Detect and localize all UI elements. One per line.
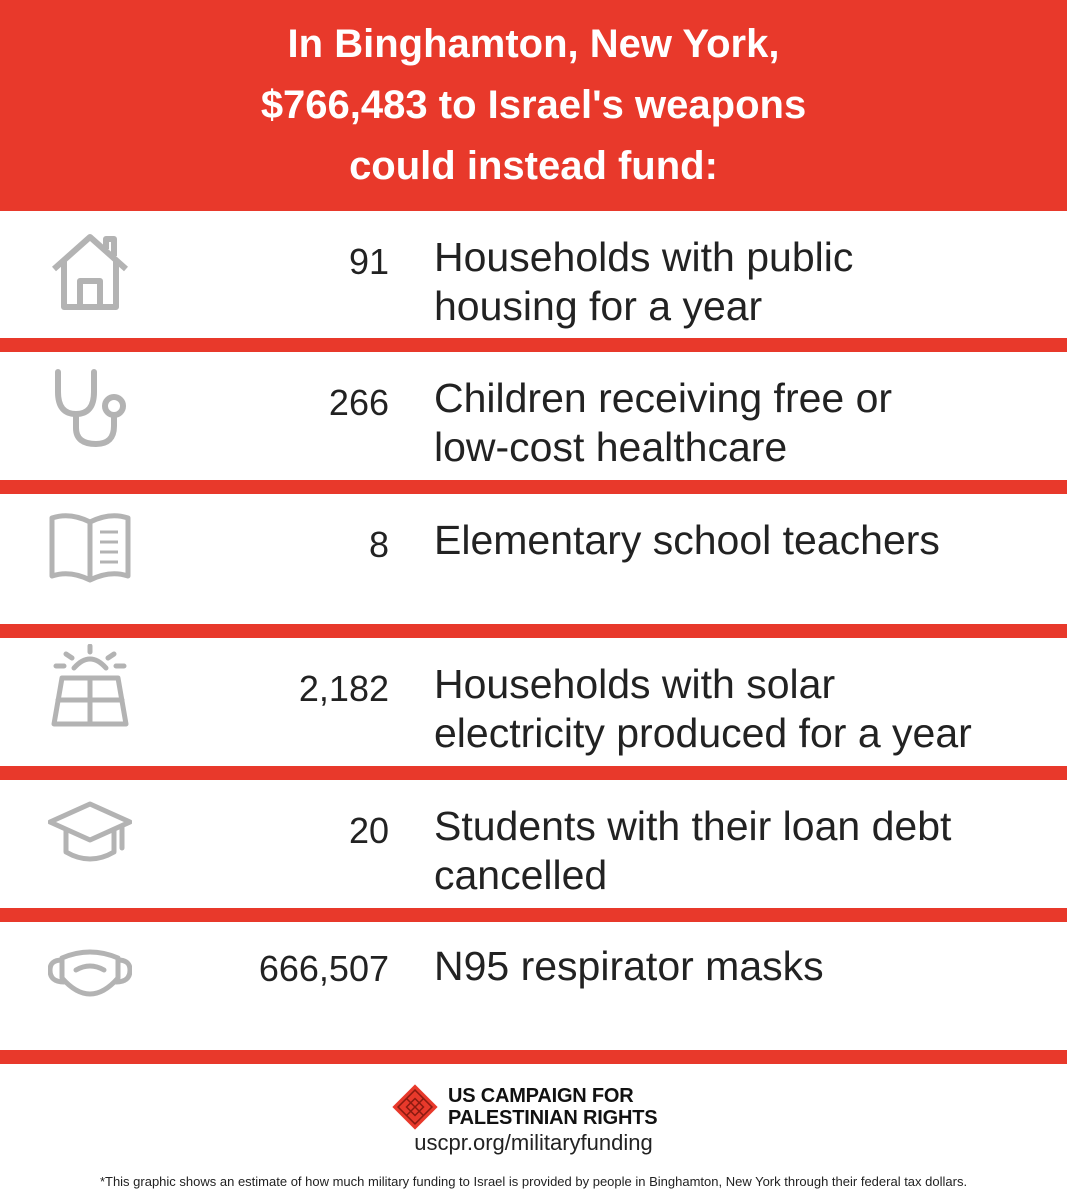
stethoscope-icon: [48, 366, 132, 450]
website-url[interactable]: uscpr.org/militaryfunding: [414, 1130, 653, 1155]
item-description-line-2: electricity produced for a year: [434, 710, 972, 756]
list-item-healthcare: 266 Children receiving free or low-cost …: [0, 352, 1067, 479]
header-title-line-2: $766,483 to Israel's weapons: [260, 83, 807, 127]
header-title-line-3: could instead fund:: [349, 144, 718, 188]
org-name-line-1: US CAMPAIGN FOR: [448, 1085, 634, 1107]
divider-band: [0, 908, 1067, 922]
header-banner: In Binghamton, New York, $766,483 to Isr…: [0, 0, 1067, 211]
solar-panel-icon: [48, 643, 132, 728]
divider-band: [0, 480, 1067, 494]
house-icon: [48, 229, 132, 313]
item-description: Households with solar electricity produc…: [434, 660, 1054, 758]
item-number: 91: [348, 241, 389, 282]
item-number: 266: [328, 382, 389, 423]
item-description-line-1: Households with public: [434, 234, 854, 280]
item-number: 8: [368, 524, 389, 565]
item-number: 666,507: [258, 948, 389, 989]
list-item-housing: 91 Households with public housing for a …: [0, 211, 1067, 338]
item-description-line-1: Students with their loan debt: [434, 803, 952, 849]
item-description: Children receiving free or low-cost heal…: [434, 374, 1054, 472]
divider-band: [0, 624, 1067, 638]
item-description-line-2: cancelled: [434, 852, 608, 898]
uscpr-logo: US CAMPAIGN FOR PALESTINIAN RIGHTS: [392, 1082, 672, 1132]
divider-band: [0, 338, 1067, 352]
org-name: US CAMPAIGN FOR PALESTINIAN RIGHTS: [448, 1085, 658, 1129]
org-name-line-2: PALESTINIAN RIGHTS: [448, 1107, 658, 1129]
item-description: N95 respirator masks: [434, 942, 1054, 991]
list-item-solar: 2,182 Households with solar electricity …: [0, 638, 1067, 766]
uscpr-emblem-icon: [392, 1084, 438, 1130]
mask-icon: [47, 928, 133, 1012]
item-description-line-2: housing for a year: [434, 283, 763, 329]
item-number: 2,182: [298, 668, 389, 709]
item-description: Households with public housing for a yea…: [434, 233, 1054, 331]
divider-band: [0, 1050, 1067, 1064]
divider-band: [0, 766, 1067, 780]
header-title-line-1: In Binghamton, New York,: [287, 22, 780, 66]
list-item-masks: 666,507 N95 respirator masks: [0, 922, 1067, 1050]
book-icon: [48, 504, 132, 588]
item-description: Students with their loan debt cancelled: [434, 802, 1054, 900]
item-description-line-1: Children receiving free or: [434, 375, 893, 421]
item-description-line-1: N95 respirator masks: [434, 943, 824, 989]
item-description: Elementary school teachers: [434, 516, 1054, 565]
item-description-line-1: Households with solar: [434, 661, 836, 707]
item-number: 20: [348, 810, 389, 851]
item-description-line-1: Elementary school teachers: [434, 517, 940, 563]
list-item-teachers: 8 Elementary school teachers: [0, 494, 1067, 624]
item-description-line-2: low-cost healthcare: [434, 424, 788, 470]
footnote: *This graphic shows an estimate of how m…: [99, 1174, 968, 1189]
list-item-student-debt: 20 Students with their loan debt cancell…: [0, 780, 1067, 908]
graduation-cap-icon: [47, 792, 133, 876]
